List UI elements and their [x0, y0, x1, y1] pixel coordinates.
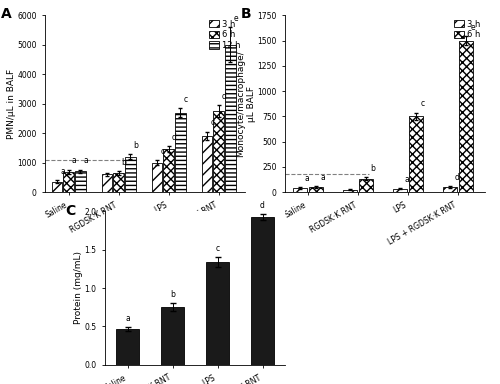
Text: b: b [134, 141, 138, 150]
Bar [252, 217, 274, 365]
Text: a: a [60, 167, 65, 176]
Bar [294, 188, 308, 192]
Text: a: a [125, 314, 130, 323]
Bar [102, 174, 112, 192]
Text: d: d [172, 133, 176, 142]
Text: e: e [470, 23, 475, 31]
Bar [206, 262, 229, 365]
Bar [409, 116, 422, 192]
Legend: 3 h, 6 h: 3 h, 6 h [454, 20, 481, 39]
Text: b: b [370, 164, 375, 173]
Text: c: c [216, 244, 220, 253]
Bar [161, 307, 184, 365]
Text: c: c [210, 118, 214, 127]
Bar [164, 149, 174, 192]
Text: a: a [405, 175, 409, 184]
Bar [64, 172, 74, 192]
Text: c: c [160, 147, 164, 156]
Bar [459, 41, 472, 192]
Bar [52, 182, 62, 192]
Legend: 3 h, 6 h, 12 h: 3 h, 6 h, 12 h [209, 20, 241, 50]
Bar [309, 187, 322, 192]
Bar [75, 171, 86, 192]
Text: e: e [234, 14, 238, 23]
Text: c: c [184, 95, 188, 104]
Text: a: a [84, 156, 88, 166]
Bar [394, 189, 407, 192]
Y-axis label: Monocyte/macrophage/
μL BALF: Monocyte/macrophage/ μL BALF [236, 50, 256, 157]
Text: a: a [305, 174, 310, 183]
Text: a: a [72, 156, 76, 166]
Text: d: d [455, 172, 460, 182]
Bar [116, 329, 139, 365]
Text: b: b [170, 290, 175, 299]
Bar [175, 113, 186, 192]
Text: a: a [320, 173, 325, 182]
Bar [214, 111, 224, 192]
Text: C: C [66, 204, 76, 217]
Bar [202, 136, 212, 192]
Bar [125, 157, 136, 192]
Bar [359, 179, 372, 192]
Bar [344, 190, 357, 192]
Text: d: d [260, 201, 265, 210]
Bar [152, 162, 162, 192]
Bar [444, 187, 458, 192]
Text: d: d [222, 92, 226, 101]
Bar [114, 173, 124, 192]
Text: B: B [241, 7, 252, 20]
Y-axis label: PMN/μL in BALF: PMN/μL in BALF [7, 69, 16, 139]
Bar [225, 45, 236, 192]
Y-axis label: Protein (mg/mL): Protein (mg/mL) [74, 252, 83, 324]
Text: c: c [420, 99, 425, 108]
Text: A: A [1, 7, 12, 20]
Text: b: b [122, 157, 126, 167]
